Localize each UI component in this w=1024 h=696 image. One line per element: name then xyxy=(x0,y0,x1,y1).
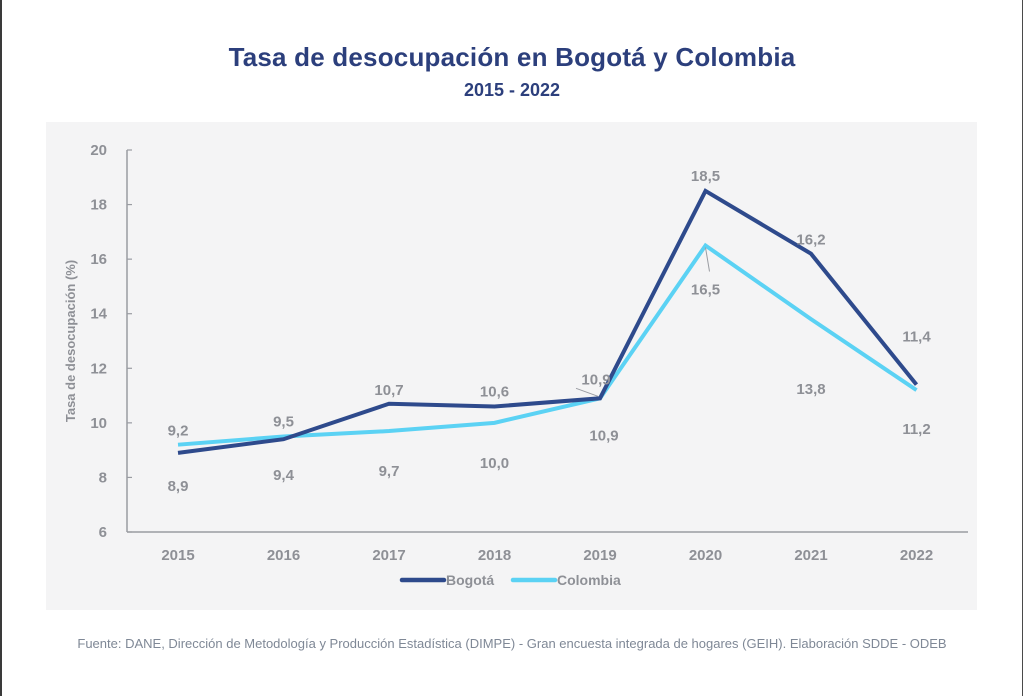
y-tick-label: 20 xyxy=(90,142,107,159)
data-label-bogot-2015: 8,9 xyxy=(168,478,189,495)
x-tick-label: 2019 xyxy=(583,547,616,564)
data-label-bogot-2017: 10,7 xyxy=(374,382,403,399)
axes: 6 8 10 12 14 16 18 20 2015 2016 2017 2018 2019 2020 20… xyxy=(63,142,968,564)
y-tick-label: 10 xyxy=(90,415,107,432)
series-line-bogot xyxy=(177,188,919,455)
data-label-bogot-2016: 9,4 xyxy=(273,467,295,484)
x-tick-label: 2021 xyxy=(794,547,827,564)
chart-title: Tasa de desocupación en Bogotá y Colombi… xyxy=(228,42,796,72)
data-label-bogot-2019: 10,9 xyxy=(581,371,610,388)
leader-line xyxy=(575,387,599,397)
x-tick-label: 2016 xyxy=(267,547,300,564)
data-label-colombia-2018: 10,0 xyxy=(480,455,509,472)
y-tick-label: 12 xyxy=(90,360,107,377)
data-label-colombia-2015: 9,2 xyxy=(168,423,189,440)
data-label-bogot-2021: 16,2 xyxy=(796,232,825,249)
data-label-colombia-2019: 10,9 xyxy=(589,427,618,444)
data-label-colombia-2022: 11,2 xyxy=(902,421,930,438)
frame-left-border xyxy=(0,0,2,696)
chart-subtitle: 2015 - 2022 xyxy=(463,80,561,100)
data-label-bogot-2022: 11,4 xyxy=(902,329,931,346)
data-labels: 8,9 9,4 10,7 10,6 10,9 18,5 16,2 11,4 9,2 9,5 9,7 1… xyxy=(168,168,932,495)
series-lines xyxy=(177,188,919,455)
y-tick-label: 8 xyxy=(99,469,107,486)
legend-label-bogot: Bogotá xyxy=(446,572,494,588)
x-tick-label: 2015 xyxy=(161,547,194,564)
x-tick-label: 2018 xyxy=(478,547,511,564)
data-label-colombia-2020: 16,5 xyxy=(691,282,720,299)
source-note: Fuente: DANE, Dirección de Metodología y… xyxy=(77,636,947,651)
data-label-colombia-2017: 9,7 xyxy=(379,463,400,480)
data-label-colombia-2021: 13,8 xyxy=(796,381,825,398)
y-tick-label: 6 xyxy=(99,524,107,541)
x-tick-label: 2017 xyxy=(372,547,405,564)
data-label-colombia-2016: 9,5 xyxy=(273,414,294,431)
y-tick-label: 16 xyxy=(90,251,107,268)
data-label-bogot-2018: 10,6 xyxy=(480,383,509,400)
legend: Bogotá Colombia xyxy=(399,572,621,588)
legend-label-colombia: Colombia xyxy=(557,572,621,588)
x-tick-label: 2022 xyxy=(900,547,933,564)
y-tick-label: 18 xyxy=(90,197,107,214)
data-label-bogot-2020: 18,5 xyxy=(691,168,720,185)
leader-line xyxy=(705,247,710,272)
chart-panel xyxy=(46,122,977,610)
x-tick-label: 2020 xyxy=(689,547,722,564)
y-axis-title: Tasa de desocupación (%) xyxy=(63,260,78,422)
frame-right-border xyxy=(1022,0,1023,696)
y-tick-label: 14 xyxy=(90,306,107,323)
series-line-colombia xyxy=(177,242,918,447)
